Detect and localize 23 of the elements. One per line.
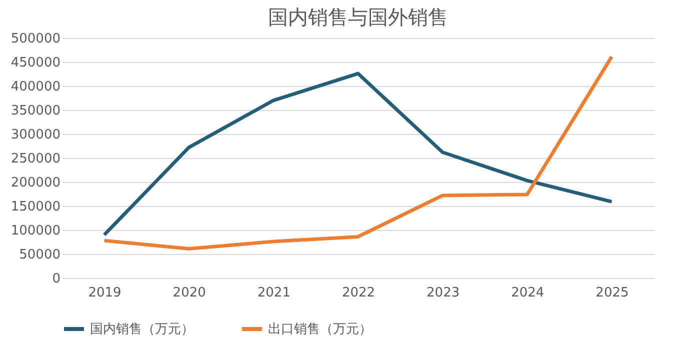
legend-label: 国内销售（万元） [90, 322, 194, 337]
y-tick-label: 450000 [10, 56, 60, 70]
y-tick-label: 400000 [10, 80, 60, 94]
y-tick-label: 350000 [10, 104, 60, 118]
x-tick-label: 2019 [88, 286, 122, 300]
y-tick-label: 200000 [10, 176, 60, 190]
y-tick-label: 150000 [10, 200, 60, 214]
x-tick-label: 2024 [511, 286, 544, 300]
legend-label: 出口销售（万元） [268, 322, 372, 337]
chart-title: 国内销售与国外销售 [268, 5, 448, 29]
y-tick-label: 500000 [10, 32, 60, 46]
x-tick-label: 2020 [172, 286, 206, 300]
y-tick-label: 50000 [19, 248, 60, 262]
y-tick-label: 300000 [10, 128, 60, 142]
x-tick-label: 2022 [342, 286, 376, 300]
y-tick-label: 250000 [10, 152, 60, 166]
y-tick-label: 100000 [10, 224, 60, 238]
x-tick-label: 2025 [596, 286, 629, 300]
x-tick-label: 2023 [426, 286, 460, 300]
line-series [102, 72, 614, 237]
x-tick-label: 2021 [257, 286, 290, 300]
line-series [102, 54, 614, 250]
y-tick-label: 0 [52, 272, 60, 286]
